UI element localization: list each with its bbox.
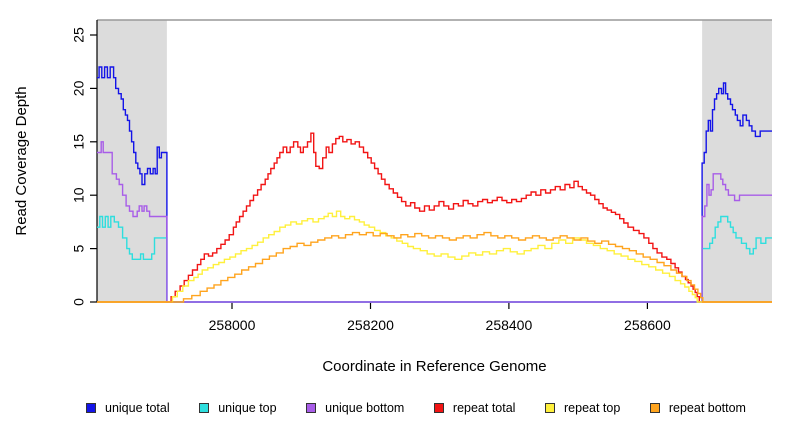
y-axis-tick-label: 20 — [71, 80, 87, 96]
x-axis-tick-label: 258600 — [624, 317, 671, 333]
y-axis-tick-label: 0 — [71, 298, 87, 306]
shaded-region-right — [702, 20, 772, 302]
legend-label-unique-top: unique top — [218, 400, 277, 415]
legend-label-repeat-total: repeat total — [452, 400, 516, 415]
series-line-repeat-top — [97, 210, 772, 303]
x-axis-tick-label: 258400 — [486, 317, 533, 333]
chart-legend: unique total unique top unique bottom repea… — [86, 396, 746, 420]
legend-item-repeat-top: repeat top — [545, 402, 620, 415]
series-line-unique-total — [97, 66, 772, 303]
legend-swatch-repeat-bottom — [649, 403, 660, 413]
x-axis-title: Coordinate in Reference Genome — [322, 358, 546, 375]
legend-swatch-unique-total — [86, 403, 96, 413]
y-axis-tick-label: 15 — [71, 134, 87, 150]
legend-item-unique-top: unique top — [199, 400, 277, 415]
legend-label-unique-total: unique total — [105, 400, 170, 415]
x-axis-tick-label: 258000 — [209, 317, 256, 333]
legend-label-unique-bottom: unique bottom — [325, 400, 405, 415]
legend-swatch-repeat-top — [545, 403, 555, 413]
y-axis-tick-label: 10 — [71, 187, 87, 203]
legend-item-repeat-total: repeat total — [433, 400, 516, 415]
series-line-repeat-bottom — [97, 231, 772, 303]
y-axis-title: Read Coverage Depth — [13, 86, 30, 235]
y-axis-tick-label: 25 — [71, 27, 87, 43]
legend-item-unique-bottom: unique bottom — [306, 402, 404, 415]
y-axis-tick-label: 5 — [71, 244, 87, 252]
series-line-unique-bottom — [97, 141, 772, 303]
legend-swatch-unique-bottom — [306, 403, 317, 413]
legend-item-repeat-bottom: repeat bottom — [649, 400, 746, 415]
legend-swatch-unique-top — [199, 403, 210, 413]
x-axis-tick-label: 258200 — [347, 317, 394, 333]
legend-label-repeat-top: repeat top — [564, 400, 621, 415]
legend-swatch-repeat-total — [433, 403, 444, 413]
legend-item-unique-total: unique total — [86, 402, 170, 415]
series-line-repeat-total — [97, 132, 772, 303]
legend-label-repeat-bottom: repeat bottom — [668, 400, 746, 415]
